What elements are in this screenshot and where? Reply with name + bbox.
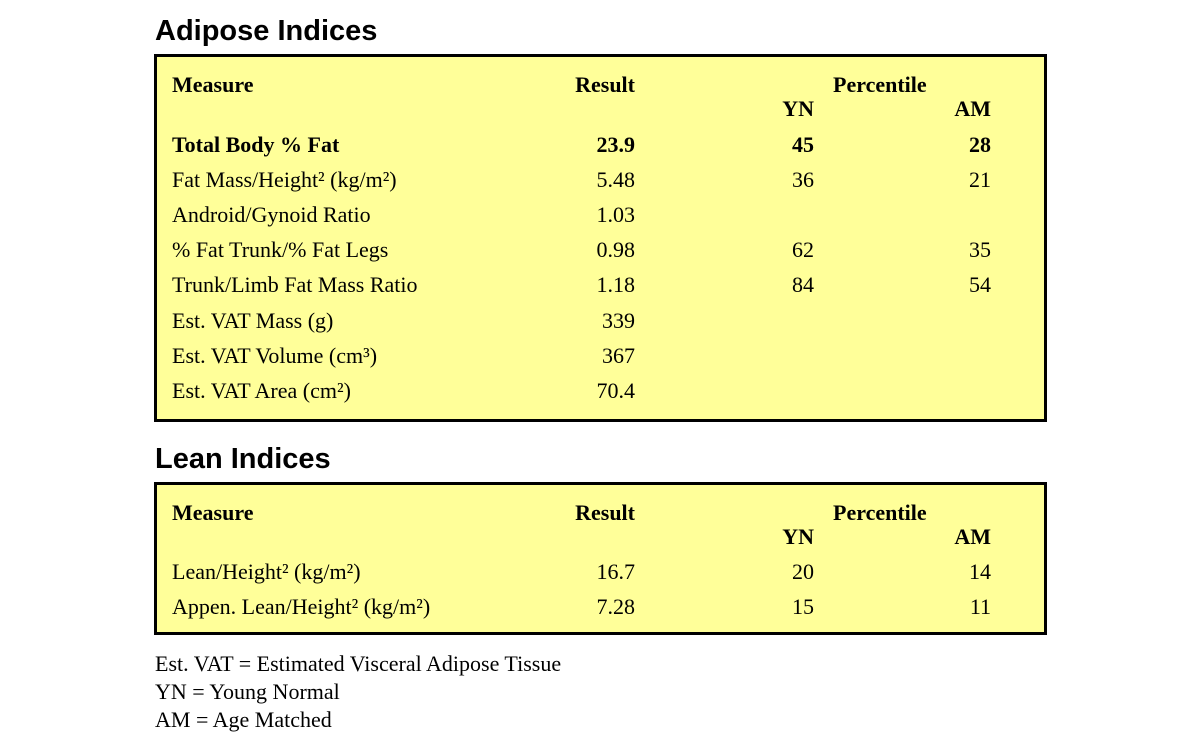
lean-table: Measure Result Percentile YN AM Lean/Hei… xyxy=(154,482,1047,635)
lean-title: Lean Indices xyxy=(155,443,331,475)
header-am: AM xyxy=(954,524,991,549)
row-measure: Trunk/Limb Fat Mass Ratio xyxy=(172,272,418,297)
row-measure: Android/Gynoid Ratio xyxy=(172,202,371,227)
header-measure: Measure xyxy=(172,500,254,525)
row-measure: Appen. Lean/Height² (kg/m²) xyxy=(172,594,431,619)
header-am: AM xyxy=(954,96,991,121)
row-result: 16.7 xyxy=(596,559,636,584)
adipose-title: Adipose Indices xyxy=(155,15,378,47)
row-yn: 20 xyxy=(792,559,814,584)
row-result: 7.28 xyxy=(596,594,636,619)
row-measure: Est. VAT Volume (cm³) xyxy=(172,343,378,368)
row-measure: Est. VAT Area (cm²) xyxy=(172,378,351,403)
row-am: 14 xyxy=(969,559,991,584)
row-am: 11 xyxy=(969,594,991,619)
row-measure: Fat Mass/Height² (kg/m²) xyxy=(172,167,397,192)
row-am: 28 xyxy=(969,132,991,157)
row-result: 367 xyxy=(602,343,635,368)
row-yn: 84 xyxy=(792,272,814,297)
header-yn: YN xyxy=(782,96,814,121)
legend-item-am: AM = Age Matched xyxy=(155,707,332,732)
header-percentile: Percentile xyxy=(833,72,927,97)
row-result: 5.48 xyxy=(596,167,636,192)
row-result: 339 xyxy=(602,308,635,333)
row-yn: 45 xyxy=(792,132,814,157)
row-result: 70.4 xyxy=(596,378,636,403)
row-measure: % Fat Trunk/% Fat Legs xyxy=(172,237,389,262)
row-result: 23.9 xyxy=(596,132,636,157)
row-am: 35 xyxy=(969,237,991,262)
row-am: 21 xyxy=(969,167,991,192)
row-measure: Total Body % Fat xyxy=(172,132,340,157)
header-result: Result xyxy=(575,500,635,525)
legend-item-vat: Est. VAT = Estimated Visceral Adipose Ti… xyxy=(155,651,562,676)
row-measure: Est. VAT Mass (g) xyxy=(172,308,334,333)
header-percentile: Percentile xyxy=(833,500,927,525)
row-result: 0.98 xyxy=(596,237,636,262)
row-result: 1.18 xyxy=(596,272,636,297)
legend-item-yn: YN = Young Normal xyxy=(155,679,340,704)
row-yn: 62 xyxy=(792,237,814,262)
legend: Est. VAT = Estimated Visceral Adipose Ti… xyxy=(155,650,561,734)
header-yn: YN xyxy=(782,524,814,549)
row-yn: 36 xyxy=(792,167,814,192)
header-measure: Measure xyxy=(172,72,254,97)
header-result: Result xyxy=(575,72,635,97)
row-result: 1.03 xyxy=(596,202,636,227)
row-measure: Lean/Height² (kg/m²) xyxy=(172,559,361,584)
row-yn: 15 xyxy=(792,594,814,619)
row-am: 54 xyxy=(969,272,991,297)
adipose-table: Measure Result Percentile YN AM Total Bo… xyxy=(154,54,1047,422)
